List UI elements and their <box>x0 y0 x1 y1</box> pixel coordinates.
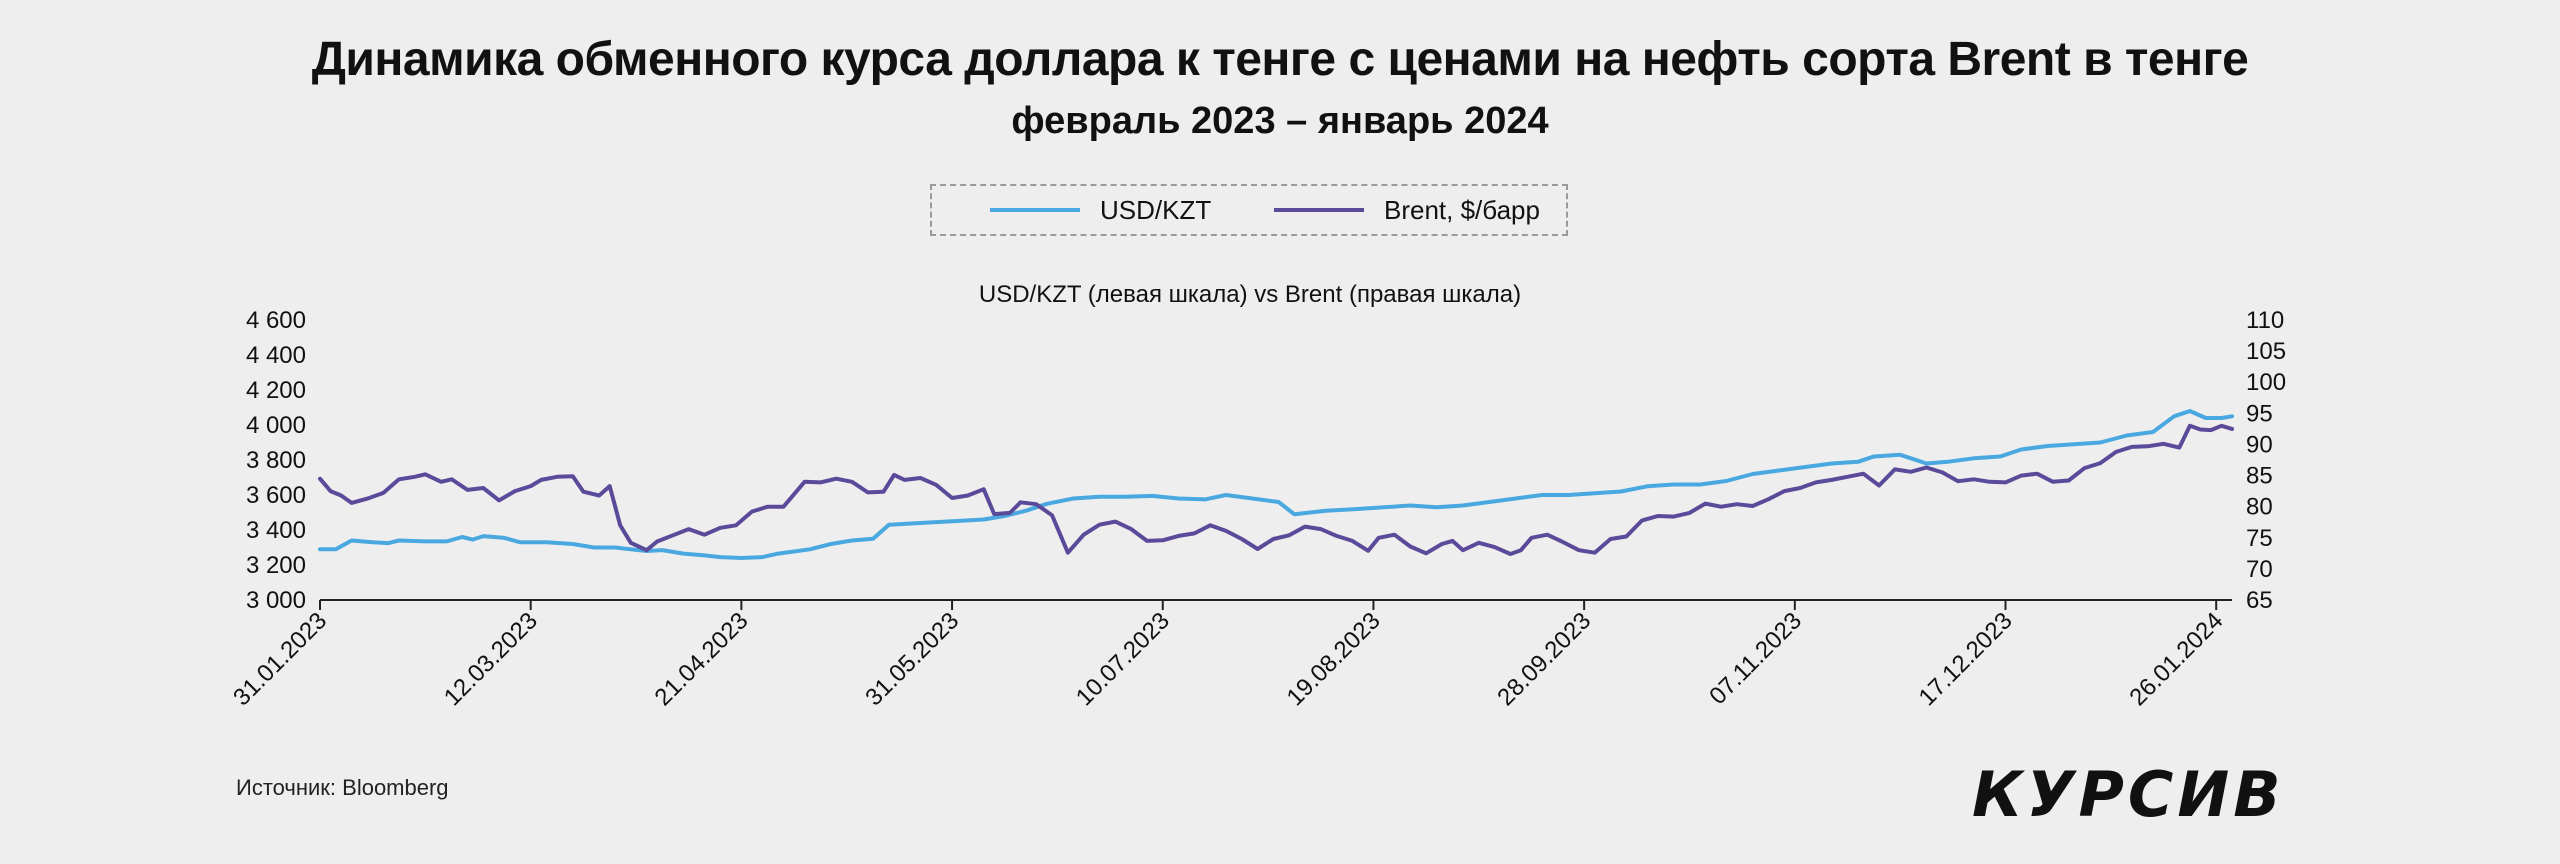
y-left-tick-label: 3 600 <box>246 482 306 509</box>
x-tick-label: 12.03.2023 <box>439 607 543 711</box>
y-right-tick-label: 95 <box>2246 400 2273 427</box>
y-right-tick-label: 90 <box>2246 431 2273 458</box>
y-right-tick-label: 110 <box>2246 307 2284 334</box>
legend: USD/KZT Brent, $/барр <box>930 184 1568 236</box>
legend-swatch-usd-kzt <box>990 208 1080 212</box>
legend-label-usd-kzt: USD/KZT <box>1100 194 1212 225</box>
chart-subtitle: февраль 2023 – январь 2024 <box>1011 100 1549 142</box>
x-tick-label: 19.08.2023 <box>1282 607 1386 711</box>
x-tick-label: 31.01.2023 <box>228 607 332 711</box>
y-left-tick-label: 3 200 <box>246 552 306 579</box>
x-tick-label: 17.12.2023 <box>1914 607 2018 711</box>
y-left-tick-label: 3 400 <box>246 517 306 544</box>
chart-inner-title: USD/KZT (левая шкала) vs Brent (правая ш… <box>979 281 1521 308</box>
axes: 31.01.2023 12.03.2023 21.04.2023 31.05.2023… <box>228 307 2286 711</box>
y-left-tick-label: 4 200 <box>246 377 306 404</box>
y-left-tick-label: 3 000 <box>246 587 306 614</box>
source-note: Источник: Bloomberg <box>236 775 449 800</box>
series-group <box>318 409 2234 560</box>
y-right-tick-label: 85 <box>2246 463 2273 490</box>
legend-swatch-brent <box>1274 208 1364 212</box>
y-right-tick-label: 70 <box>2246 556 2273 583</box>
y-right-tick-label: 80 <box>2246 494 2273 521</box>
y-left-tick-label: 4 000 <box>246 412 306 439</box>
series-line-brent <box>318 423 2234 556</box>
series-line-usd-kzt <box>318 409 2234 560</box>
x-tick-label: 10.07.2023 <box>1071 607 1175 711</box>
y-right-tick-label: 105 <box>2246 338 2286 365</box>
y-right-tick-label: 65 <box>2246 587 2273 614</box>
legend-item-usd-kzt: USD/KZT <box>990 186 1211 234</box>
y-right-tick-label: 100 <box>2246 369 2286 396</box>
x-tick-label: 28.09.2023 <box>1492 607 1596 711</box>
y-left-tick-label: 3 800 <box>246 447 306 474</box>
x-tick-label: 26.01.2024 <box>2124 607 2228 711</box>
kursiv-logo: КУРСИВ <box>1972 758 2285 831</box>
legend-label-brent: Brent, $/барр <box>1384 194 1540 225</box>
x-tick-label: 21.04.2023 <box>650 607 754 711</box>
chart-title: Динамика обменного курса доллара к тенге… <box>311 33 2249 86</box>
x-tick-label: 07.11.2023 <box>1704 607 1807 710</box>
y-right-tick-label: 75 <box>2246 525 2273 552</box>
legend-item-brent: Brent, $/барр <box>1274 186 1540 234</box>
x-tick-label: 31.05.2023 <box>860 607 964 711</box>
y-left-tick-label: 4 600 <box>246 307 306 334</box>
y-left-tick-label: 4 400 <box>246 342 306 369</box>
